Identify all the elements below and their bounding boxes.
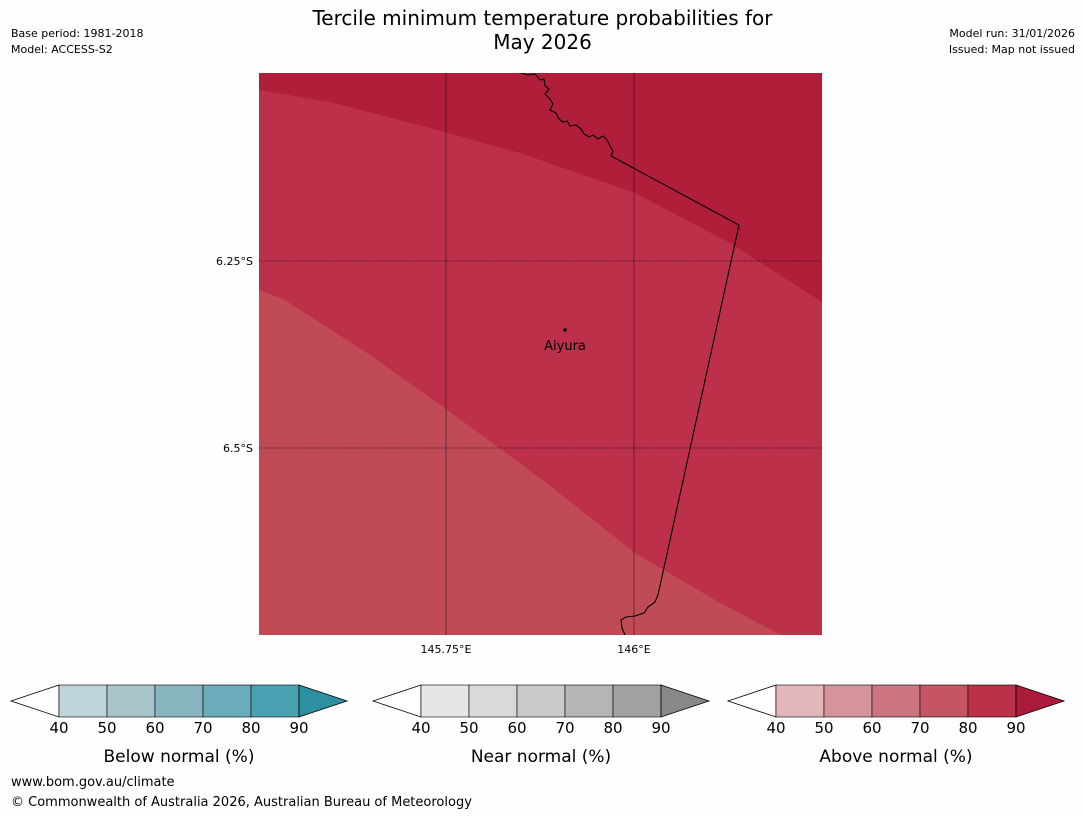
near-normal-segment-40 — [420, 684, 470, 718]
near-normal-tick-50: 50 — [459, 719, 478, 737]
map-area: Aiyura — [259, 73, 822, 635]
above-normal-tick-50: 50 — [814, 719, 833, 737]
above-normal-tick-90: 90 — [1006, 719, 1025, 737]
above-normal-segment-40 — [775, 684, 825, 718]
above-normal-tick-40: 40 — [766, 719, 785, 737]
below-normal-tick-50: 50 — [97, 719, 116, 737]
title-line-1: Tercile minimum temperature probabilitie… — [312, 6, 773, 30]
above-normal-over-arrow — [1015, 684, 1066, 718]
footer-url[interactable]: www.bom.gov.au/climate — [11, 775, 175, 790]
aiyura-marker — [563, 328, 567, 332]
meta-right: Model run: 31/01/2026 Issued: Map not is… — [949, 26, 1075, 58]
above-normal-tick-70: 70 — [910, 719, 929, 737]
near-normal-segment-60 — [516, 684, 566, 718]
legend-below-normal: 40 50 60 70 80 90 Below normal (%) — [9, 684, 349, 767]
below-normal-tick-40: 40 — [49, 719, 68, 737]
above-normal-segment-70 — [919, 684, 969, 718]
near-normal-segment-70 — [564, 684, 614, 718]
above-normal-segment-60 — [871, 684, 921, 718]
title-line-2: May 2026 — [493, 30, 592, 54]
base-period: Base period: 1981-2018 — [11, 27, 144, 40]
below-normal-over-arrow — [298, 684, 349, 718]
above-normal-segment-50 — [823, 684, 873, 718]
below-normal-tick-90: 90 — [289, 719, 308, 737]
lon-label-146: 146°E — [617, 643, 650, 656]
issued-status: Issued: Map not issued — [948, 43, 1075, 56]
map-title: Tercile minimum temperature probabilitie… — [0, 6, 1085, 54]
near-normal-segment-50 — [468, 684, 518, 718]
below-normal-segment-70 — [202, 684, 252, 718]
near-normal-over-arrow — [660, 684, 711, 718]
above-normal-segment-80 — [967, 684, 1017, 718]
above-normal-under-arrow — [726, 684, 777, 718]
legend-near-normal: 40 50 60 70 80 90 Near normal (%) — [371, 684, 711, 767]
below-normal-label: Below normal (%) — [104, 747, 255, 767]
region-70-80 — [259, 290, 781, 635]
province-boundary — [520, 73, 740, 635]
near-normal-tick-40: 40 — [411, 719, 430, 737]
meta-left: Base period: 1981-2018 Model: ACCESS-S2 — [11, 26, 143, 58]
lat-label-6-5: 6.5°S — [223, 442, 253, 455]
below-normal-segment-40 — [58, 684, 108, 718]
below-normal-segment-60 — [154, 684, 204, 718]
near-normal-under-arrow — [371, 684, 422, 718]
footer-copyright: © Commonwealth of Australia 2026, Austra… — [11, 795, 472, 810]
model-run: Model run: 31/01/2026 — [949, 27, 1075, 40]
model-name: Model: ACCESS-S2 — [11, 43, 113, 56]
below-normal-under-arrow — [9, 684, 60, 718]
near-normal-tick-90: 90 — [651, 719, 670, 737]
above-normal-tick-60: 60 — [862, 719, 881, 737]
below-normal-segment-80 — [250, 684, 300, 718]
near-normal-tick-60: 60 — [507, 719, 526, 737]
below-normal-tick-60: 60 — [145, 719, 164, 737]
lon-label-145-75: 145.75°E — [421, 643, 472, 656]
above-normal-tick-80: 80 — [958, 719, 977, 737]
lat-label-6-25: 6.25°S — [216, 255, 253, 268]
probability-map: Aiyura 6.25°S 6.5°S 145.75°E 146°E — [216, 73, 822, 656]
near-normal-segment-80 — [612, 684, 662, 718]
near-normal-tick-80: 80 — [603, 719, 622, 737]
aiyura-label: Aiyura — [544, 339, 586, 354]
near-normal-tick-70: 70 — [555, 719, 574, 737]
above-normal-label: Above normal (%) — [819, 747, 972, 767]
legend-above-normal: 40 50 60 70 80 90 Above normal (%) — [726, 684, 1066, 767]
below-normal-segment-50 — [106, 684, 156, 718]
near-normal-label: Near normal (%) — [471, 747, 611, 767]
below-normal-tick-70: 70 — [193, 719, 212, 737]
below-normal-tick-80: 80 — [241, 719, 260, 737]
